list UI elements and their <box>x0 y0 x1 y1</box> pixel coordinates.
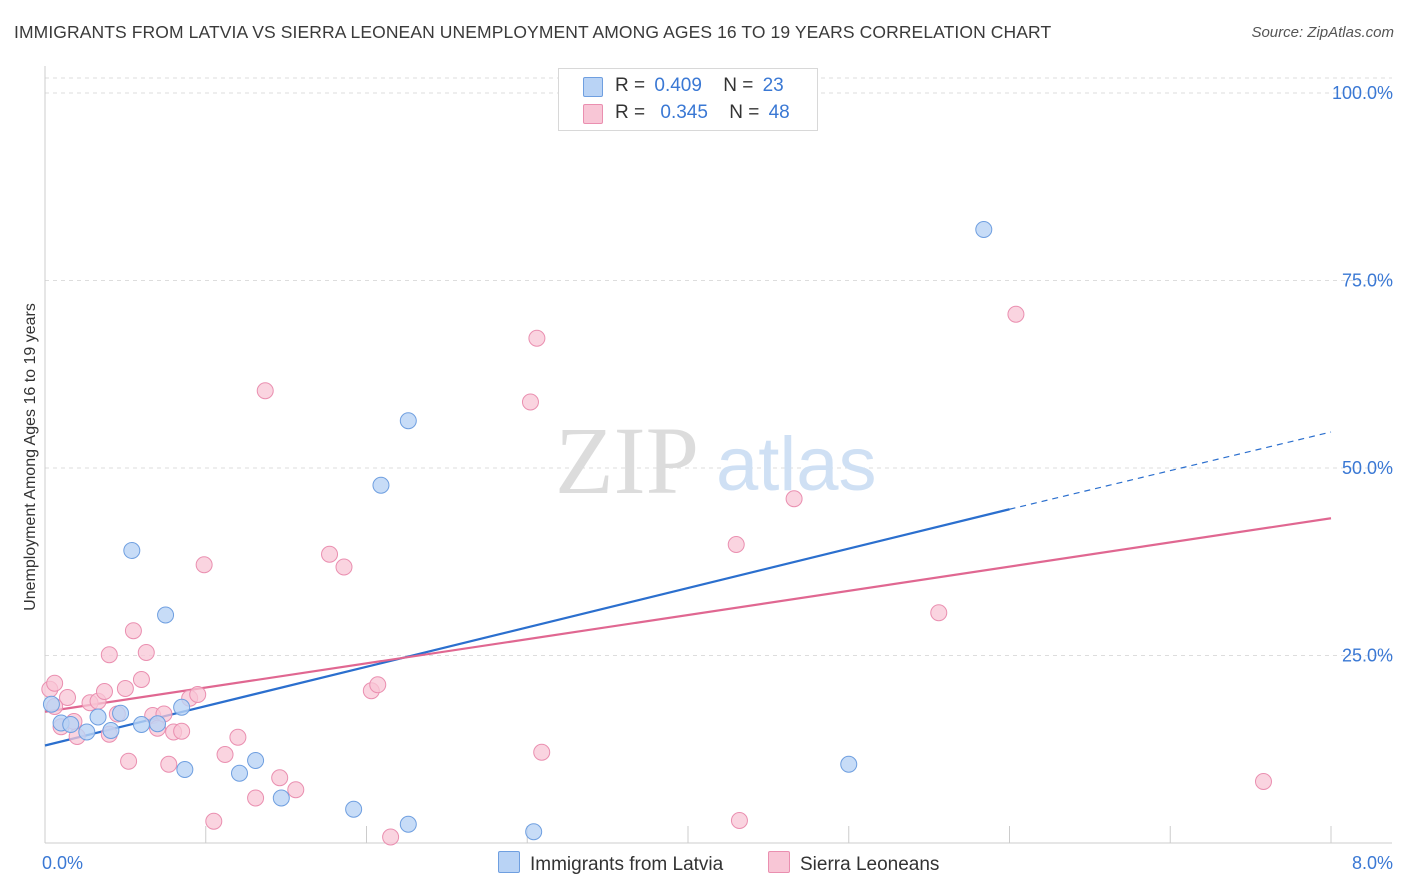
legend-swatch-sierra-leonean <box>583 104 603 124</box>
data-point-sierra-leonean <box>785 490 803 508</box>
data-point-sierra-leonean <box>124 622 142 640</box>
data-point-sierra-leonean <box>369 676 387 694</box>
trendline-latvia <box>44 508 1010 747</box>
data-point-latvia <box>123 542 141 559</box>
data-point-latvia <box>231 764 249 782</box>
trend-layer <box>44 431 1332 747</box>
data-point-sierra-leonean <box>256 382 274 400</box>
data-point-sierra-leonean <box>160 755 178 773</box>
bottom-legend-swatch-sierra-leonean <box>768 851 790 873</box>
data-point-sierra-leonean <box>335 558 353 576</box>
data-point-latvia <box>272 789 290 807</box>
data-point-sierra-leonean <box>229 728 247 746</box>
data-point-latvia <box>176 761 194 778</box>
data-point-sierra-leonean <box>132 671 150 688</box>
data-point-latvia <box>112 704 130 722</box>
data-point-latvia <box>525 823 543 841</box>
bottom-legend-sierra-leonean: Sierra Leoneans <box>768 851 939 876</box>
bottom-legend-latvia: Immigrants from Latvia <box>498 851 723 876</box>
bottom-legend-label-sierra-leonean: Sierra Leoneans <box>800 854 940 875</box>
y-tick-label: 25.0% <box>1342 646 1393 666</box>
x-tick-label: 0.0% <box>42 853 83 873</box>
data-point-sierra-leonean <box>195 556 213 574</box>
data-point-latvia <box>840 755 858 773</box>
chart-title: IMMIGRANTS FROM LATVIA VS SIERRA LEONEAN… <box>14 22 1052 42</box>
legend-box: R = 0.409 N = 23 R = 0.345 N = 48 <box>558 68 818 131</box>
watermark: ZIP atlas <box>555 407 877 514</box>
data-point-sierra-leonean <box>189 686 207 703</box>
trendline-latvia-extension <box>1009 431 1332 510</box>
data-point-sierra-leonean <box>46 674 64 692</box>
trendline-sierra-leonean <box>44 517 1332 713</box>
data-point-sierra-leonean <box>59 689 77 706</box>
legend-n-value-latvia: 23 <box>762 75 784 96</box>
legend-swatch-latvia <box>583 77 603 97</box>
legend-r-label: R = <box>615 75 646 96</box>
data-point-sierra-leonean <box>247 789 265 807</box>
data-point-sierra-leonean <box>216 746 234 763</box>
data-point-latvia <box>132 716 150 733</box>
y-tick-label: 100.0% <box>1332 83 1393 103</box>
data-point-sierra-leonean <box>730 812 748 829</box>
legend-n-label: N = <box>729 102 760 123</box>
data-point-latvia <box>157 606 175 624</box>
data-point-latvia <box>399 412 417 430</box>
data-point-sierra-leonean <box>528 329 546 347</box>
y-axis-title: Unemployment Among Ages 16 to 19 years <box>22 303 39 611</box>
watermark-zip: ZIP <box>555 407 699 514</box>
data-point-latvia <box>62 716 80 733</box>
data-point-latvia <box>399 815 417 833</box>
data-point-sierra-leonean <box>120 752 138 770</box>
data-point-sierra-leonean <box>1007 305 1025 323</box>
data-point-sierra-leonean <box>95 683 113 700</box>
tick-label-layer: 25.0% 50.0% 75.0% 100.0% 0.0% 8.0% <box>42 83 1393 873</box>
points-layer <box>41 221 1272 846</box>
source-label: Source: ZipAtlas.com <box>1251 24 1394 41</box>
legend-n-value-sierra-leonean: 48 <box>768 102 790 123</box>
legend-n-label: N = <box>723 75 754 96</box>
grid-layer <box>45 77 1392 656</box>
data-point-sierra-leonean <box>287 781 305 799</box>
data-point-latvia <box>975 221 993 238</box>
x-tick-label: 8.0% <box>1352 853 1393 873</box>
data-point-latvia <box>372 476 390 494</box>
data-point-latvia <box>102 722 120 739</box>
data-point-sierra-leonean <box>116 680 134 697</box>
data-point-latvia <box>345 800 363 818</box>
data-point-sierra-leonean <box>533 743 551 761</box>
y-tick-label: 50.0% <box>1342 458 1393 478</box>
bottom-legend-label-latvia: Immigrants from Latvia <box>530 854 724 875</box>
legend-r-label: R = <box>615 102 646 123</box>
data-point-sierra-leonean <box>205 812 223 830</box>
legend-r-value-sierra-leonean: 0.345 <box>660 102 708 123</box>
data-point-sierra-leonean <box>521 393 539 411</box>
data-point-sierra-leonean <box>137 644 155 661</box>
data-point-sierra-leonean <box>382 828 400 846</box>
data-point-latvia <box>42 695 60 713</box>
data-point-sierra-leonean <box>321 545 339 563</box>
data-point-latvia <box>173 698 191 716</box>
data-point-sierra-leonean <box>1254 773 1272 790</box>
data-point-latvia <box>89 708 107 726</box>
data-point-latvia <box>78 723 96 741</box>
data-point-sierra-leonean <box>173 722 191 740</box>
bottom-legend-swatch-latvia <box>498 851 520 873</box>
data-point-latvia <box>247 752 265 769</box>
data-point-sierra-leonean <box>727 536 745 553</box>
data-point-sierra-leonean <box>271 769 289 787</box>
data-point-latvia <box>149 715 167 733</box>
data-point-sierra-leonean <box>100 646 118 664</box>
legend-r-value-latvia: 0.409 <box>654 75 702 96</box>
data-point-sierra-leonean <box>930 604 948 622</box>
y-tick-label: 75.0% <box>1342 271 1393 291</box>
